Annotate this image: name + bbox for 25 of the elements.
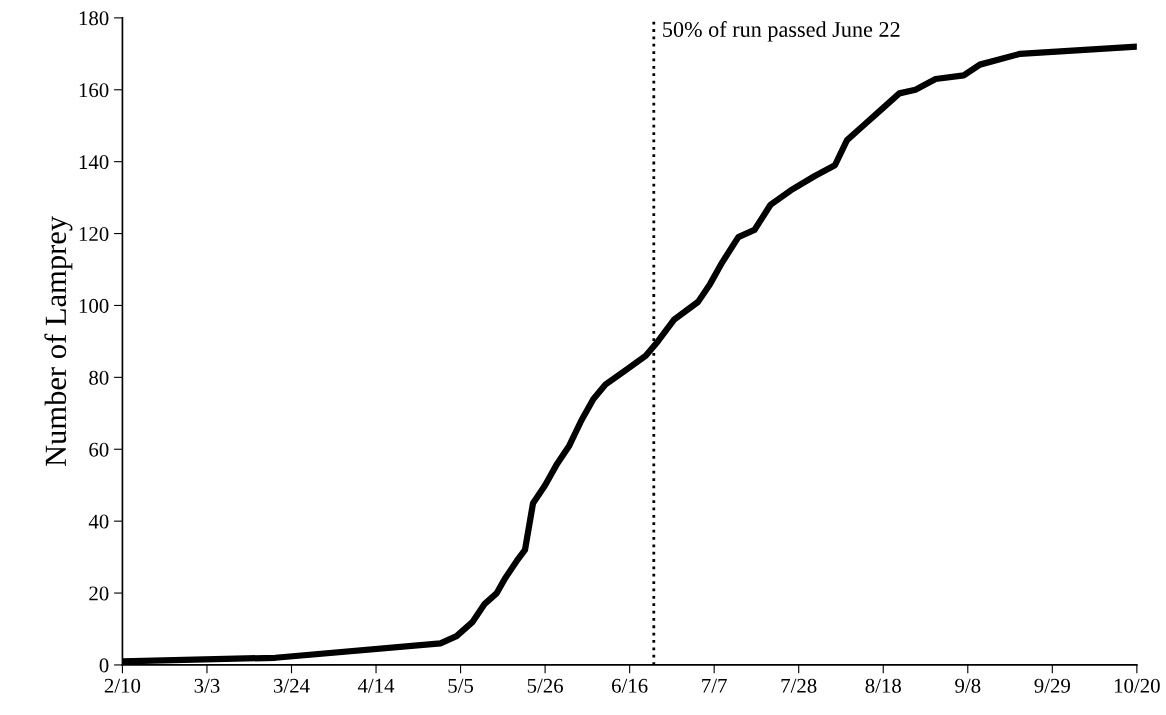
x-tick-label: 5/5 (448, 678, 474, 693)
y-tick-label: 40 (88, 514, 109, 529)
x-tick-label: 9/29 (1034, 678, 1070, 693)
y-tick-label: 80 (89, 370, 109, 385)
x-tick-label: 3/24 (273, 678, 310, 693)
x-tick-label: 9/8 (955, 678, 981, 693)
y-axis-title: Number of Lamprey (44, 215, 73, 467)
y-tick-label: 160 (79, 83, 109, 98)
y-tick-label: 0 (99, 658, 109, 673)
x-tick-label: 7/7 (702, 678, 727, 693)
x-tick-label: 7/28 (781, 678, 817, 693)
x-tick-label: 8/18 (865, 678, 901, 693)
y-tick-label: 120 (79, 226, 109, 241)
y-tick-label: 100 (79, 298, 109, 313)
x-tick-label: 3/3 (194, 678, 220, 693)
x-tick-label: 5/26 (527, 678, 563, 693)
x-tick-label: 10/20 (1114, 678, 1160, 693)
y-tick-label: 20 (89, 586, 109, 601)
ref-line-label: 50% of run passed June 22 (663, 21, 900, 42)
x-tick-label: 2/10 (104, 678, 141, 693)
x-tick-label: 6/16 (612, 678, 648, 693)
y-tick-label: 180 (79, 11, 109, 26)
x-tick-label: 4/14 (357, 678, 395, 693)
y-tick-label: 60 (89, 442, 109, 457)
y-tick-label: 140 (79, 155, 109, 170)
